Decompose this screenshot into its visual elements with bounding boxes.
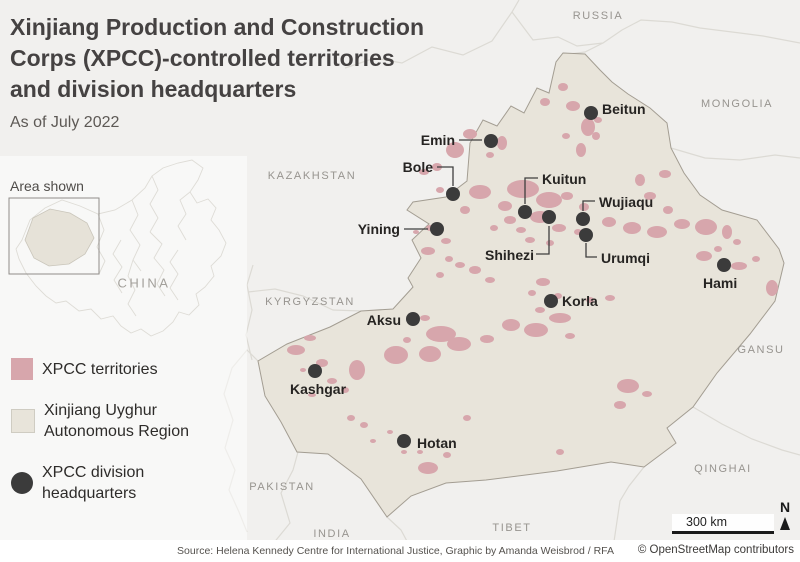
legend-label: XPCC territories xyxy=(42,360,158,378)
xpcc-territories-swatch xyxy=(11,358,33,380)
north-label: N xyxy=(779,499,791,515)
city-label-aksu: Aksu xyxy=(366,312,401,328)
xpcc-territory-patches xyxy=(287,83,778,474)
north-arrow-icon xyxy=(780,517,790,530)
city-marker-yining xyxy=(430,222,444,236)
country-label-kyrgyzstan: KYRGYZSTAN xyxy=(265,296,355,308)
area-shown-box xyxy=(8,197,100,275)
country-label-mongolia: MONGOLIA xyxy=(700,98,774,110)
xuar-swatch xyxy=(11,409,35,433)
city-marker-emin xyxy=(484,134,498,148)
country-label-qinghai: QINGHAI xyxy=(694,463,752,475)
china-outline xyxy=(15,159,227,337)
footer-bar: Source: Helena Kennedy Centre for Intern… xyxy=(0,540,800,562)
city-marker-kashgar xyxy=(308,364,322,378)
city-marker-hotan xyxy=(397,434,411,448)
country-label-tibet: TIBET xyxy=(492,522,532,534)
page-title-line-3: and division headquarters xyxy=(10,76,297,102)
city-label-beitun: Beitun xyxy=(602,101,646,117)
city-label-kashgar: Kashgar xyxy=(290,381,347,397)
area-shown-label: Area shown xyxy=(10,178,84,194)
source-credit: Source: Helena Kennedy Centre for Intern… xyxy=(177,545,614,557)
city-marker-aksu xyxy=(406,312,420,326)
city-label-hotan: Hotan xyxy=(417,435,457,451)
city-label-yining: Yining xyxy=(357,221,400,237)
city-label-hami: Hami xyxy=(703,275,738,291)
city-marker-bole xyxy=(446,187,460,201)
city-label-shihezi: Shihezi xyxy=(484,247,534,263)
inset-xinjiang-shape xyxy=(24,208,95,267)
city-marker-kuitun xyxy=(518,205,532,219)
city-marker-wujiaqu xyxy=(576,212,590,226)
city-marker-korla xyxy=(544,294,558,308)
city-marker-hami xyxy=(717,258,731,272)
page-title-line-2: Corps (XPCC)-controlled territories xyxy=(10,45,395,71)
city-marker-urumqi xyxy=(579,228,593,242)
legend-label: Xinjiang Uyghur Autonomous Region xyxy=(44,402,189,440)
city-label-emin: Emin xyxy=(420,132,455,148)
scale-bar xyxy=(672,531,774,534)
city-label-kuitun: Kuitun xyxy=(542,171,587,187)
city-marker-shihezi xyxy=(542,210,556,224)
north-arrow: N xyxy=(776,500,794,530)
title-block: Xinjiang Production and Construction Cor… xyxy=(10,12,510,105)
country-label-china: CHINA xyxy=(117,275,171,291)
osm-attribution: © OpenStreetMap contributors xyxy=(637,544,794,556)
city-label-urumqi: Urumqi xyxy=(601,250,650,266)
city-label-wujiaqu: Wujiaqu xyxy=(599,194,654,210)
legend-item-headquarters: XPCC division headquarters xyxy=(11,462,226,504)
country-label-india: INDIA xyxy=(313,528,351,540)
city-leader-lines xyxy=(404,139,597,258)
legend-label: XPCC division headquarters xyxy=(42,464,145,502)
subtitle-date: As of July 2022 xyxy=(10,114,120,131)
scale-bar-label: 300 km xyxy=(672,514,774,531)
page-title-line-1: Xinjiang Production and Construction xyxy=(10,14,424,40)
city-label-korla: Korla xyxy=(562,293,598,309)
city-marker-beitun xyxy=(584,106,598,120)
legend-item-xpcc-territories: XPCC territories xyxy=(11,358,226,380)
country-label-kazakhstan: KAZAKHSTAN xyxy=(267,170,357,182)
city-label-bole: Bole xyxy=(402,159,433,175)
headquarters-swatch xyxy=(11,472,33,494)
legend-item-xuar: Xinjiang Uyghur Autonomous Region xyxy=(11,400,226,442)
country-label-gansu: GANSU xyxy=(737,344,785,356)
country-label-russia: RUSSIA xyxy=(572,10,624,22)
xinjiang-region-shape xyxy=(257,52,785,518)
country-label-pakistan: PAKISTAN xyxy=(249,481,315,493)
